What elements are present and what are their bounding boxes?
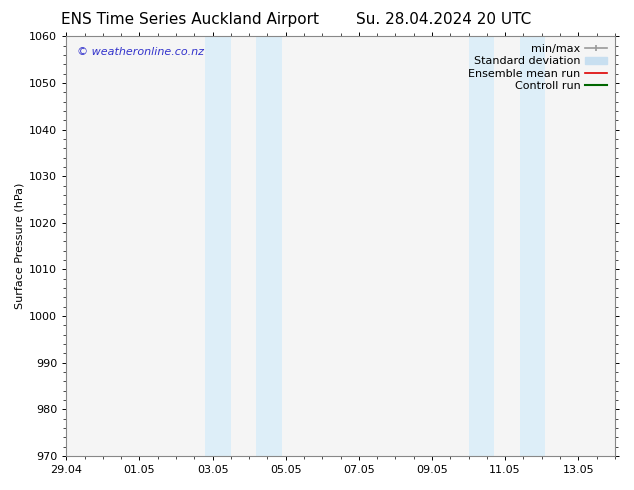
Bar <box>520 36 545 456</box>
Y-axis label: Surface Pressure (hPa): Surface Pressure (hPa) <box>15 183 25 309</box>
Text: Su. 28.04.2024 20 UTC: Su. 28.04.2024 20 UTC <box>356 12 531 27</box>
Text: © weatheronline.co.nz: © weatheronline.co.nz <box>77 47 204 57</box>
Bar <box>205 36 231 456</box>
Legend: min/max, Standard deviation, Ensemble mean run, Controll run: min/max, Standard deviation, Ensemble me… <box>466 42 609 93</box>
Text: ENS Time Series Auckland Airport: ENS Time Series Auckland Airport <box>61 12 319 27</box>
Bar <box>257 36 282 456</box>
Bar <box>469 36 494 456</box>
